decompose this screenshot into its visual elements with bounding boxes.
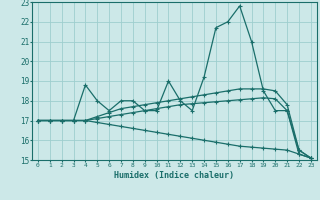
X-axis label: Humidex (Indice chaleur): Humidex (Indice chaleur) — [115, 171, 234, 180]
